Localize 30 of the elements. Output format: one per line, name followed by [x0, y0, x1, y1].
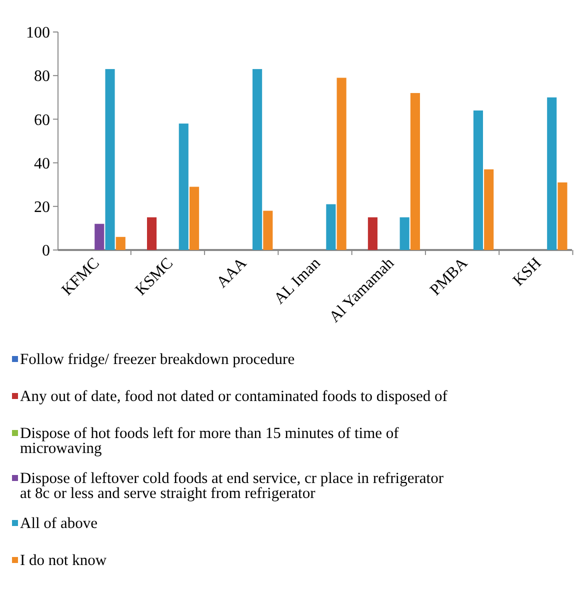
bar [484, 169, 494, 250]
bar [263, 210, 273, 250]
bar [147, 217, 157, 250]
bar [410, 93, 420, 250]
legend-label: Dispose of leftover cold foods at end service, cr place in refrigerator at 8c or less and serve straight from refrigerator [20, 470, 444, 502]
y-tick-label: 20 [34, 199, 50, 216]
legend-label: Any out of date, food not dated or contaminated foods to disposed of [20, 388, 448, 405]
bar [190, 186, 200, 250]
legend-label: I do not know [20, 552, 108, 569]
bar [336, 78, 346, 250]
bar [400, 217, 410, 250]
y-tick-label: 80 [34, 68, 50, 86]
bar [558, 182, 568, 250]
legend-label: Dispose of hot foods left for more than 15 minutes of time of microwaving [20, 425, 400, 457]
bar [94, 224, 104, 250]
y-tick-label: 40 [34, 155, 50, 172]
y-tick-label: 0 [42, 242, 50, 260]
legend-label: Follow fridge/ freezer breakdown procedure [20, 351, 295, 368]
y-tick-label: 100 [26, 24, 50, 42]
bar [178, 124, 188, 250]
bar [252, 69, 262, 250]
bar [326, 204, 336, 250]
bar [547, 97, 557, 250]
bar [368, 217, 378, 250]
bar [116, 236, 126, 250]
bar [105, 69, 115, 250]
y-tick-label: 60 [34, 112, 50, 129]
legend-label: All of above [20, 515, 98, 532]
x-tick-label: AL Iman [271, 254, 324, 308]
bar [473, 110, 483, 250]
